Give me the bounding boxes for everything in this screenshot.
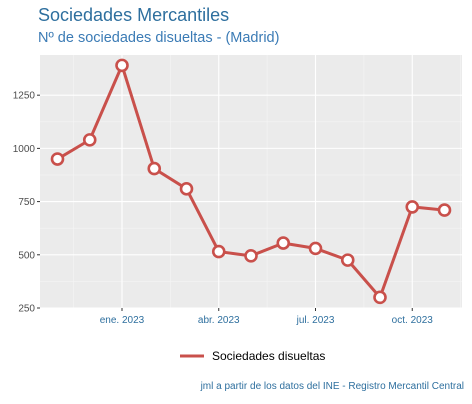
y-tick-label: 250	[18, 304, 35, 315]
chart-title: Sociedades Mercantiles	[38, 5, 230, 25]
y-tick-label: 750	[18, 197, 35, 208]
y-tick-label: 500	[18, 250, 35, 261]
data-point	[115, 58, 129, 73]
data-point	[405, 200, 420, 214]
data-point	[340, 253, 355, 267]
data-point	[211, 244, 226, 259]
data-point	[276, 236, 291, 250]
x-tick-label: oct. 2023	[392, 315, 434, 326]
y-tick-label: 1000	[13, 144, 36, 155]
data-point	[244, 249, 258, 263]
x-tick-label: abr. 2023	[198, 315, 240, 326]
source-caption: jml a partir de los datos del INE - Regi…	[200, 381, 464, 392]
legend: Sociedades disueltas	[180, 349, 325, 363]
y-axis: 250 500 750 1000 1250	[13, 91, 40, 315]
x-tick-label: jul. 2023	[296, 315, 335, 326]
data-point	[82, 133, 97, 147]
data-point	[437, 203, 452, 217]
legend-label-sociedades-disueltas: Sociedades disueltas	[212, 349, 325, 363]
data-point	[179, 182, 194, 196]
minor-gridlines	[40, 55, 462, 308]
data-point	[308, 241, 323, 256]
data-point	[50, 152, 65, 166]
x-tick-label: ene. 2023	[100, 315, 145, 326]
y-tick-label: 1250	[13, 91, 36, 102]
data-point	[373, 290, 387, 305]
chart-subtitle: Nº de sociedades disueltas - (Madrid)	[38, 30, 280, 46]
data-point	[147, 161, 162, 176]
x-axis: ene. 2023 abr. 2023 jul. 2023 oct. 2023	[100, 308, 434, 326]
plot-panel	[40, 55, 462, 308]
series-layer	[50, 58, 452, 305]
